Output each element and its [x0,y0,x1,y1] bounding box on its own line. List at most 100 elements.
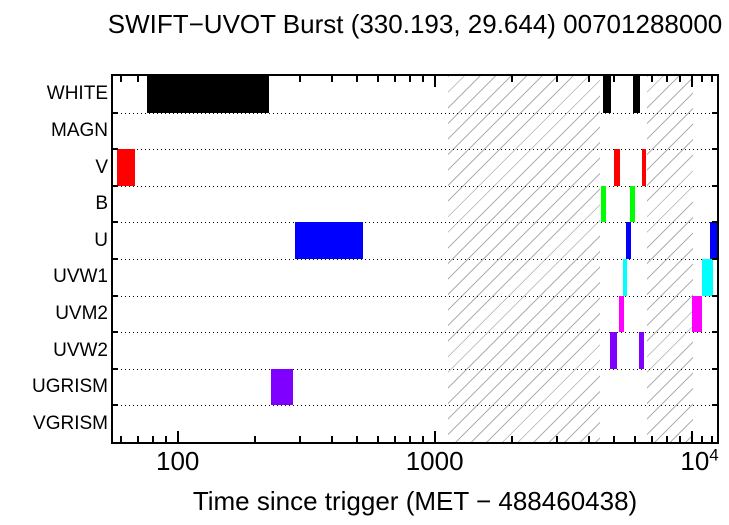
x-axis-tick [665,436,668,442]
x-axis-tick [376,76,379,82]
x-axis-tick [678,436,681,442]
x-tick-label: 100 [155,446,200,476]
exposure-bar-v [116,149,135,186]
x-axis-tick [331,436,334,442]
x-axis-tick [613,76,616,82]
row-separator-dotted-line [113,149,717,150]
x-axis-tick [633,76,636,82]
x-axis-tick [254,76,257,82]
exposure-bar-u [625,222,632,259]
exposure-bar-white [632,76,641,113]
plot-frame [111,74,719,444]
x-axis-tick [408,436,411,442]
x-axis-tick [613,436,616,442]
x-axis-tick [433,76,436,87]
x-axis-tick [433,431,436,442]
exposure-bar-white [147,76,269,113]
exposure-bar-v [613,149,620,186]
exposure-bar-b [630,185,636,223]
exposure-bar-uvw1 [622,259,628,296]
x-axis-tick [393,76,396,82]
y-axis-tick [113,295,118,297]
row-separator-dotted-line [113,405,717,406]
y-axis-tick [113,404,118,406]
exposure-bar-uvw1 [702,259,713,296]
y-axis-label-uvw1: UVW1 [53,266,108,288]
y-axis-tick [712,112,717,114]
exposure-bar-u [710,222,717,259]
x-axis-tick [650,436,653,442]
y-axis-tick [712,368,717,370]
y-axis-tick [113,221,118,223]
y-axis-label-b: B [95,193,108,215]
x-axis-tick [393,436,396,442]
y-axis-label-u: U [94,229,108,251]
y-axis-label-ugrism: UGRISM [32,376,108,398]
y-axis-label-uvw2: UVW2 [53,339,108,361]
x-axis-tick [510,76,513,82]
exposure-bar-uvm2 [691,295,703,333]
exposure-bar-uvm2 [618,295,624,333]
x-axis-tick [588,76,591,82]
chart-title: SWIFT−UVOT Burst (330.193, 29.644) 00701… [107,9,723,39]
x-axis-tick [701,76,704,82]
x-axis-tick [151,76,154,82]
exposure-bar-white [603,76,611,113]
y-axis-label-v: V [95,156,108,178]
row-separator-dotted-line [113,222,717,223]
exposure-bar-u [294,222,363,259]
y-axis-label-vgrism: VGRISM [33,412,108,434]
x-axis-tick [254,436,257,442]
row-separator-dotted-line [113,369,717,370]
x-axis-tick [588,436,591,442]
x-tick-label: 1000 [405,446,464,476]
x-axis-tick [408,76,411,82]
y-axis-label-white: WHITE [46,83,108,105]
exposure-bar-v [642,149,646,186]
exposure-bar-uvw2 [610,332,617,369]
y-axis-tick [712,148,717,150]
row-separator-dotted-line [113,332,717,333]
x-axis-tick [136,76,139,82]
x-axis-tick [164,76,167,82]
y-axis-tick [712,185,717,187]
x-axis-tick [356,436,359,442]
x-axis-tick [421,76,424,82]
y-axis-tick [113,331,118,333]
x-axis-tick [510,436,513,442]
x-axis-tick [556,436,559,442]
x-axis-tick [119,436,122,442]
y-axis-tick [113,368,118,370]
exposure-bar-uvw2 [638,332,644,369]
x-axis-tick [299,76,302,82]
y-axis-label-uvm2: UVM2 [55,302,108,324]
x-tick-label-exponent: 4 [709,445,719,465]
y-axis-label-magn: MAGN [51,119,108,141]
x-axis-tick [710,76,713,82]
x-axis-tick [678,76,681,82]
x-axis-tick [376,436,379,442]
y-axis-tick [712,331,717,333]
x-tick-label: 104 [680,445,719,476]
x-axis-tick [690,431,693,442]
y-axis-tick [113,148,118,150]
exposure-bar-b [600,185,606,223]
row-separator-dotted-line [113,113,717,114]
x-axis-tick [151,436,154,442]
x-axis-tick [176,76,179,87]
row-separator-dotted-line [113,186,717,187]
y-axis-tick [712,295,717,297]
row-separator-dotted-line [113,259,717,260]
plot-area [111,74,719,444]
x-axis-tick [119,76,122,82]
exposure-bar-ugrism [270,368,293,406]
y-axis-tick [712,404,717,406]
x-axis-tick [650,76,653,82]
x-axis-tick [299,436,302,442]
y-axis-tick [113,185,118,187]
row-separator-dotted-line [113,296,717,297]
x-axis-tick [633,436,636,442]
x-axis-tick [164,436,167,442]
x-axis-tick [665,76,668,82]
